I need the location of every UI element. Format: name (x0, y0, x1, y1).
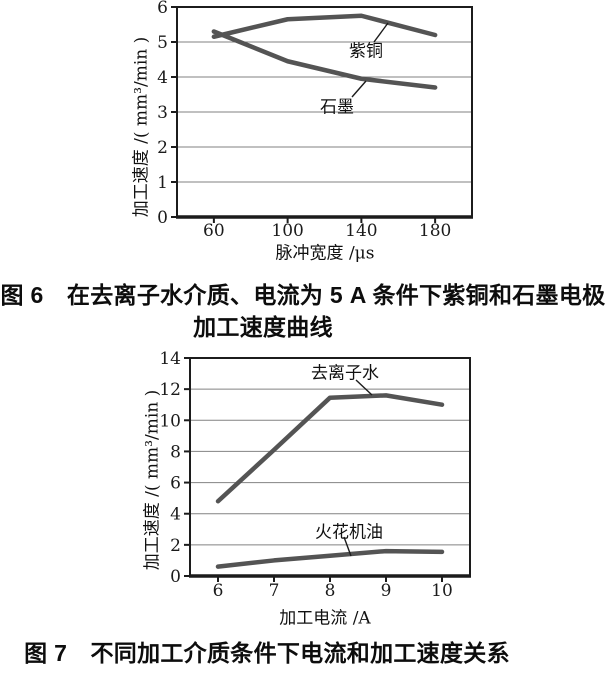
fig6-series-label-graphite: 石墨 (320, 97, 354, 118)
fig7-caption-line1: 图 7 不同加工介质条件下电流和加工速度关系 (24, 640, 510, 666)
fig6-y-tick-label: 3 (157, 103, 168, 123)
fig6-caption-line1: 图 6 在去离子水介质、电流为 5 A 条件下紫铜和石墨电极 (0, 282, 606, 308)
fig7-y-tick-label: 14 (159, 349, 181, 369)
fig7-x-tick-label: 10 (431, 581, 453, 601)
fig7-x-tick-label: 9 (381, 581, 392, 601)
fig7-y-tick-label: 8 (170, 442, 181, 462)
fig6-series-leader-1 (351, 80, 367, 98)
fig7-series-line-0 (215, 393, 445, 504)
fig7-x-tick-label: 7 (269, 581, 280, 601)
fig6-y-tick-label: 2 (157, 138, 168, 158)
fig7-series-label-edm-oil: 火花机油 (315, 522, 383, 543)
fig7-series-leader-0 (355, 379, 373, 396)
fig6-y-tick-label: 1 (157, 173, 168, 193)
fig6-y-tick-label: 6 (157, 0, 168, 18)
fig7-y-tick-label: 12 (159, 380, 181, 400)
fig6-x-tick-label: 100 (271, 221, 303, 241)
fig7-series-label-deionized-water: 去离子水 (311, 363, 379, 384)
fig6-caption-line2: 加工速度曲线 (193, 314, 333, 340)
fig6-x-tick-label: 60 (203, 221, 225, 241)
fig7-series-leader-1 (343, 536, 352, 557)
fig6-y-tick-label: 5 (157, 33, 168, 53)
fig7-y-tick-label: 2 (170, 536, 181, 556)
fig6-y-tick-label: 4 (157, 68, 168, 88)
fig7-y-tick-label: 10 (159, 411, 181, 431)
fig6-y-axis-title: 加工速度 /( mm³/min ) (131, 36, 152, 218)
fig6-series-leader-0 (373, 22, 389, 43)
fig7-y-tick-label: 0 (170, 567, 181, 587)
fig6-x-tick-label: 180 (419, 221, 451, 241)
fig6-series-label-copper: 紫铜 (349, 41, 383, 62)
fig7-plot-frame (189, 357, 471, 577)
fig7-x-tick-label: 8 (325, 581, 336, 601)
fig7-y-axis-title: 加工速度 /( mm³/min ) (142, 389, 163, 571)
fig6-x-axis-title: 脉冲宽度 /μs (275, 243, 375, 264)
fig6-x-tick-label: 140 (345, 221, 377, 241)
fig7-y-tick-label: 4 (170, 505, 181, 525)
fig6-series-line-1 (211, 29, 438, 90)
fig7-x-tick-label: 6 (213, 581, 224, 601)
fig7-y-tick-label: 6 (170, 474, 181, 494)
fig6-y-tick-label: 0 (157, 208, 168, 228)
fig6-series-line-0 (211, 13, 438, 39)
fig7-series-line-1 (215, 548, 445, 569)
fig7-x-axis-title: 加工电流 /A (279, 608, 371, 629)
